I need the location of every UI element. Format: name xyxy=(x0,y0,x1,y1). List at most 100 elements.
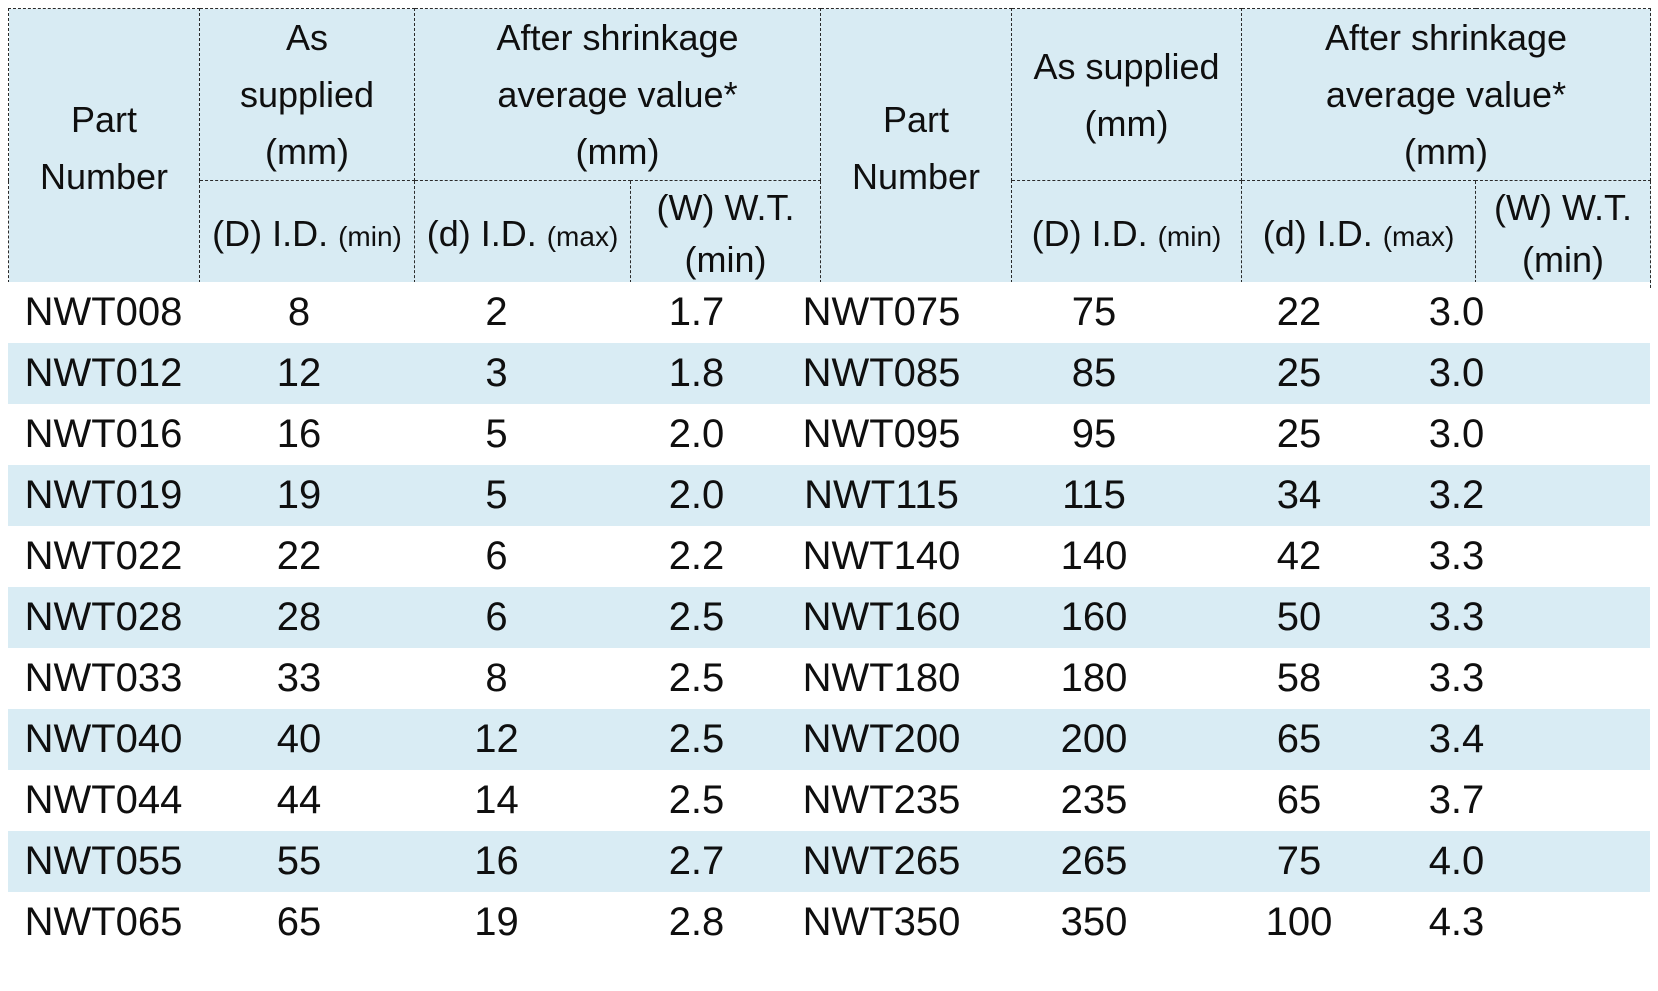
row-filler xyxy=(1539,282,1650,343)
w-wt-min-cell-left: 2.7 xyxy=(668,839,725,883)
d-id-max-cell-right: 34 xyxy=(1276,473,1322,517)
w-wt-min-cell-left: 2.8 xyxy=(668,900,725,944)
d-id-max-cell-left: 5 xyxy=(485,473,508,517)
d-id-min-cell-right: 140 xyxy=(1060,534,1128,578)
d-id-min-cell-right: 95 xyxy=(1071,412,1117,456)
d-id-max-cell-right: 100 xyxy=(1265,900,1333,944)
d-id-min-cell-left: 55 xyxy=(276,839,322,883)
table-row: NWT044 44 14 2.5 NWT235 235 65 3.7 xyxy=(8,770,1650,831)
header-line: Part xyxy=(882,99,950,140)
d-id-min-cell-right: 180 xyxy=(1060,656,1128,700)
part-number-cell-left: NWT022 xyxy=(24,534,183,578)
table-row: NWT055 55 16 2.7 NWT265 265 75 4.0 xyxy=(8,831,1650,892)
row-filler xyxy=(1539,709,1650,770)
d-id-min-cell-right: 115 xyxy=(1062,473,1126,517)
part-number-cell-left: NWT055 xyxy=(24,839,183,883)
part-number-cell-left: NWT008 xyxy=(24,290,183,334)
part-number-cell-right: NWT115 xyxy=(804,473,959,517)
header-part-number-left: Part Number xyxy=(8,8,200,288)
subheader-qualifier: (max) xyxy=(546,221,619,252)
header-row-top: Part Number As supplied (mm) After shrin… xyxy=(8,8,1651,288)
subheader-w-wt-min-right: (W) W.T. (min) xyxy=(1475,180,1651,288)
part-number-cell-right: NWT350 xyxy=(802,900,961,944)
part-number-cell-left: NWT040 xyxy=(24,717,183,761)
part-number-cell-right: NWT095 xyxy=(802,412,961,456)
header-as-supplied-right: As supplied (mm) xyxy=(1011,8,1242,181)
table-row: NWT022 22 6 2.2 NWT140 140 42 3.3 xyxy=(8,526,1650,587)
subheader-label: (W) W.T. xyxy=(656,187,795,228)
table-row: NWT008 8 2 1.7 NWT075 75 22 3.0 xyxy=(8,282,1650,343)
w-wt-min-cell-left: 2.5 xyxy=(668,595,725,639)
w-wt-min-cell-right: 3.3 xyxy=(1428,534,1485,578)
part-number-cell-right: NWT180 xyxy=(802,656,961,700)
header-line: After shrinkage xyxy=(1324,17,1568,58)
subheader-qualifier: (min) xyxy=(684,239,767,280)
row-filler xyxy=(1539,892,1650,953)
header-line: (mm) xyxy=(265,131,349,172)
d-id-max-cell-left: 2 xyxy=(485,290,508,334)
w-wt-min-cell-right: 3.0 xyxy=(1428,290,1485,334)
subheader-w-wt-min-left: (W) W.T. (min) xyxy=(630,180,821,288)
row-filler xyxy=(1539,587,1650,648)
d-id-min-cell-left: 12 xyxy=(276,351,322,395)
w-wt-min-cell-right: 3.3 xyxy=(1428,656,1485,700)
subheader-label: (D) I.D. xyxy=(1031,213,1148,254)
header-line: supplied xyxy=(239,74,375,115)
header-line: average value* xyxy=(497,74,738,115)
w-wt-min-cell-right: 3.2 xyxy=(1428,473,1485,517)
d-id-max-cell-right: 25 xyxy=(1276,351,1322,395)
w-wt-min-cell-left: 2.0 xyxy=(668,412,725,456)
part-number-cell-left: NWT028 xyxy=(24,595,183,639)
subheader-qualifier: (max) xyxy=(1382,221,1455,252)
header-line: Number xyxy=(39,156,169,197)
d-id-min-cell-right: 235 xyxy=(1060,778,1128,822)
d-id-min-cell-left: 8 xyxy=(287,290,311,334)
d-id-min-cell-right: 85 xyxy=(1071,351,1117,395)
spec-table-body: NWT008 8 2 1.7 NWT075 75 22 3.0 NWT012 12 3 1.8 NWT0… xyxy=(8,282,1650,953)
table-row: NWT033 33 8 2.5 NWT180 180 58 3.3 xyxy=(8,648,1650,709)
part-number-cell-left: NWT016 xyxy=(24,412,183,456)
d-id-max-cell-right: 65 xyxy=(1276,778,1322,822)
d-id-max-cell-left: 8 xyxy=(485,656,508,700)
header-line: After shrinkage xyxy=(496,17,739,58)
header-line: As supplied xyxy=(1033,45,1220,87)
w-wt-min-cell-left: 2.5 xyxy=(668,717,725,761)
part-number-cell-right: NWT200 xyxy=(802,717,961,761)
header-after-shrinkage-left: After shrinkage average value* (mm) xyxy=(414,8,821,181)
d-id-max-cell-right: 50 xyxy=(1276,595,1322,639)
table-row: NWT028 28 6 2.5 NWT160 160 50 3.3 xyxy=(8,587,1650,648)
w-wt-min-cell-right: 3.0 xyxy=(1428,412,1485,456)
d-id-max-cell-left: 6 xyxy=(485,595,508,639)
d-id-min-cell-left: 44 xyxy=(276,778,322,822)
d-id-max-cell-left: 6 xyxy=(485,534,508,578)
d-id-min-cell-left: 28 xyxy=(276,595,322,639)
d-id-min-cell-left: 22 xyxy=(276,534,322,578)
w-wt-min-cell-right: 4.0 xyxy=(1428,839,1485,883)
part-number-cell-right: NWT075 xyxy=(802,290,961,334)
d-id-min-cell-left: 40 xyxy=(276,717,322,761)
subheader-label: (D) I.D. xyxy=(212,213,329,254)
w-wt-min-cell-left: 2.2 xyxy=(668,534,725,578)
d-id-max-cell-left: 12 xyxy=(474,717,519,761)
w-wt-min-cell-right: 3.0 xyxy=(1428,351,1485,395)
part-number-cell-right: NWT160 xyxy=(802,595,961,639)
part-number-cell-right: NWT265 xyxy=(802,839,961,883)
d-id-min-cell-right: 265 xyxy=(1060,839,1128,883)
header-line: average value* xyxy=(1325,74,1567,115)
d-id-max-cell-left: 3 xyxy=(485,351,508,395)
w-wt-min-cell-right: 4.3 xyxy=(1428,900,1485,944)
header-part-number-right: Part Number xyxy=(820,8,1012,288)
table-row: NWT016 16 5 2.0 NWT095 95 25 3.0 xyxy=(8,404,1650,465)
row-filler xyxy=(1539,343,1650,404)
subheader-label: (d) I.D. xyxy=(1262,213,1373,254)
row-filler xyxy=(1539,465,1650,526)
table-row: NWT019 19 5 2.0 NWT115 115 34 3.2 xyxy=(8,465,1650,526)
subheader-qualifier: (min) xyxy=(338,221,402,252)
table-row: NWT065 65 19 2.8 NWT350 350 100 4.3 xyxy=(8,892,1650,953)
header-line: (mm) xyxy=(1084,102,1169,144)
part-number-cell-right: NWT140 xyxy=(802,534,961,578)
w-wt-min-cell-left: 1.7 xyxy=(668,290,725,334)
d-id-max-cell-left: 19 xyxy=(474,900,519,944)
d-id-min-cell-right: 75 xyxy=(1071,290,1117,334)
